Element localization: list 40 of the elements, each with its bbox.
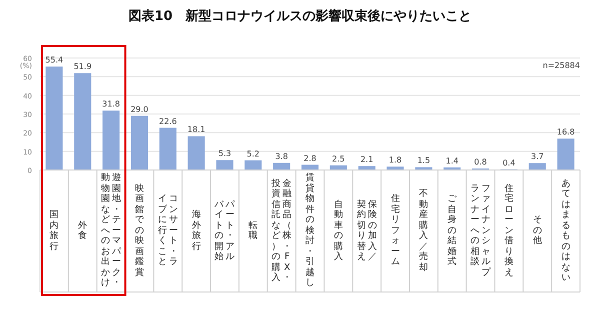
x-tick-label: 不動産購入／売却 <box>418 189 430 273</box>
category-label: ファイナンシャルプランナーへの相談 <box>470 184 491 278</box>
data-label: 5.2 <box>246 149 260 158</box>
data-label: 2.8 <box>304 154 316 163</box>
category-label: 賃貸物件の検討・引越し <box>306 173 314 288</box>
data-label: 3.8 <box>275 152 288 161</box>
data-label: 55.4 <box>45 56 64 65</box>
category-label: 遊園地・テーマパーク・動物園などへのお出かけ <box>101 173 122 288</box>
chart-title: 図表10 新型コロナウイルスの影響収束後にやりたいこと <box>128 8 472 24</box>
x-tick-label: 外食 <box>77 220 88 242</box>
data-label: 1.5 <box>417 156 430 166</box>
category-label: 住宅ローン借り換え <box>504 184 514 278</box>
x-tick-label: 海外旅行 <box>190 210 202 252</box>
category-label: 金融商品（株・FX・投資信託など）の購入 <box>272 178 292 283</box>
category-label: コンサート・ライブに行くこと <box>158 194 178 268</box>
category-label: 映画館での映画鑑賞 <box>134 184 144 278</box>
data-label: 18.1 <box>187 125 206 134</box>
x-tick-label: 転職 <box>248 220 259 242</box>
data-label: 1.4 <box>446 156 458 166</box>
data-label: 3.7 <box>531 152 544 162</box>
data-label: 29.0 <box>130 104 148 114</box>
data-label: 5.3 <box>218 149 232 158</box>
category-label: 保険の加入／契約切り替え <box>356 200 377 262</box>
data-label: 22.6 <box>158 116 177 126</box>
x-tick-label: 住宅リフォーム <box>390 194 401 268</box>
data-label: 51.9 <box>74 62 92 72</box>
data-label: 0.4 <box>502 158 516 168</box>
category-label: あてはまるものはない <box>561 178 570 283</box>
annotation: n=25884 <box>542 61 580 70</box>
data-label: 1.8 <box>388 156 402 165</box>
data-label: 16.8 <box>556 128 575 137</box>
x-tick-label: ご自身の結婚式 <box>446 194 458 268</box>
data-label: 0.8 <box>474 158 487 167</box>
data-label: 2.5 <box>332 154 345 164</box>
x-tick-label: 自動車の購入 <box>332 200 344 262</box>
data-label: 2.1 <box>360 155 374 164</box>
x-tick-label: その他 <box>532 215 543 247</box>
category-label: パート・アルバイトの開始 <box>214 200 235 262</box>
x-tick-label: 国内旅行 <box>48 210 60 252</box>
data-label: 31.8 <box>102 100 120 109</box>
